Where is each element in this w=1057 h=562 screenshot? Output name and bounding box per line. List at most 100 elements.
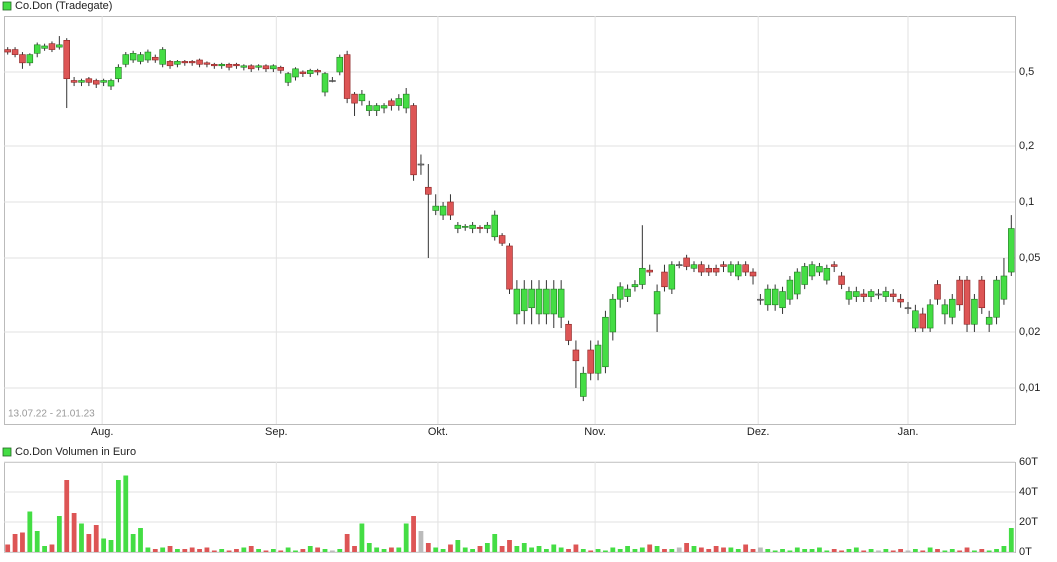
candle-body — [912, 310, 919, 329]
candle-body — [92, 80, 100, 85]
volume-bar — [322, 549, 328, 552]
candle-body — [395, 98, 403, 106]
candle-body — [48, 43, 56, 50]
volume-bar — [639, 547, 645, 552]
volume-bar — [20, 532, 25, 552]
candle-body — [402, 93, 410, 109]
volume-bar — [514, 546, 520, 552]
y-tick-label: 0,02 — [1019, 326, 1040, 338]
candle-body — [122, 54, 130, 65]
candle-body — [668, 264, 676, 290]
volume-bar — [942, 550, 948, 552]
candle-body — [203, 62, 211, 65]
volume-bar — [248, 546, 254, 552]
volume-bar — [49, 544, 55, 552]
candle-body — [4, 49, 11, 53]
volume-bar — [861, 550, 867, 552]
volume-bar — [285, 547, 291, 552]
volume-bar — [241, 547, 247, 552]
volume-bar — [93, 525, 99, 552]
y-tick-label: 0,5 — [1019, 66, 1034, 78]
candle-body — [447, 201, 454, 216]
candle-body — [735, 264, 742, 277]
volume-bar — [123, 475, 129, 552]
y-tick-label: 20T — [1019, 516, 1038, 528]
volume-bar — [824, 550, 830, 552]
volume-bar — [448, 544, 453, 552]
candle-body — [764, 288, 772, 306]
candle-body — [845, 291, 853, 300]
y-tick-label: 0,1 — [1019, 196, 1034, 208]
candle-body — [255, 65, 262, 68]
volume-bar — [455, 540, 461, 552]
candle-body — [867, 291, 875, 297]
candle-body — [830, 264, 838, 267]
y-tick-label: 0,2 — [1019, 140, 1034, 152]
volume-bar — [883, 549, 889, 552]
candle-body — [838, 275, 845, 285]
candle-body — [823, 267, 831, 281]
volume-bar — [536, 546, 542, 552]
volume-bar — [462, 547, 468, 552]
volume-bar — [580, 549, 586, 552]
candle-body — [380, 105, 388, 109]
volume-bar — [935, 549, 940, 552]
candle-body — [329, 80, 336, 82]
volume-bar — [758, 547, 763, 552]
volume-bar — [839, 550, 844, 552]
volume-bar — [905, 550, 911, 552]
candle-body — [690, 264, 698, 269]
volume-bar — [817, 547, 822, 552]
candle-body — [646, 269, 653, 273]
candle-body — [262, 65, 270, 70]
volume-bar — [831, 549, 837, 552]
candle-body — [941, 304, 949, 315]
candle-body — [70, 80, 78, 83]
x-tick-label: Jan. — [898, 426, 919, 438]
candle-body — [860, 293, 867, 297]
candle-body — [742, 264, 749, 273]
volume-bar — [115, 480, 121, 552]
volume-bar — [307, 546, 313, 552]
volume-bar — [234, 549, 239, 552]
volume-bar — [477, 546, 483, 552]
volume-bar — [374, 547, 380, 552]
candle-body — [1008, 228, 1015, 273]
volume-bar — [167, 546, 173, 552]
volume-bar — [676, 547, 682, 552]
candle-body — [218, 63, 225, 67]
volume-bar — [551, 544, 557, 552]
volume-bar — [34, 531, 40, 552]
x-tick-label: Aug. — [91, 426, 114, 438]
candle-body — [786, 279, 794, 300]
volume-bar — [189, 547, 195, 552]
price-frame — [4, 16, 1016, 425]
volume-bar — [949, 549, 955, 552]
volume-bar — [433, 547, 439, 552]
volume-bar — [64, 480, 70, 552]
volume-title: Co.Don Volumen in Euro — [15, 446, 136, 458]
candle-body — [454, 224, 462, 229]
candle-body — [513, 288, 521, 315]
candle-body — [712, 267, 720, 273]
volume-bar — [263, 550, 269, 552]
volume-bar — [669, 549, 675, 552]
candle-body — [166, 61, 174, 67]
volume-bar — [794, 547, 800, 552]
volume-bar — [625, 546, 630, 552]
candle-body — [277, 66, 284, 71]
candle-body — [771, 288, 779, 306]
candle-body — [410, 105, 417, 176]
volume-bar — [152, 549, 158, 552]
volume-bar — [787, 550, 793, 552]
volume-bar — [617, 549, 623, 552]
volume-bar — [492, 534, 498, 552]
volume-bar — [610, 547, 616, 552]
candle-body — [528, 288, 535, 309]
candle-body — [432, 205, 439, 211]
volume-bar — [145, 547, 151, 552]
candle-body — [675, 264, 683, 266]
volume-bar — [293, 550, 298, 552]
volume-bar — [979, 549, 985, 552]
candle-body — [1000, 275, 1008, 300]
